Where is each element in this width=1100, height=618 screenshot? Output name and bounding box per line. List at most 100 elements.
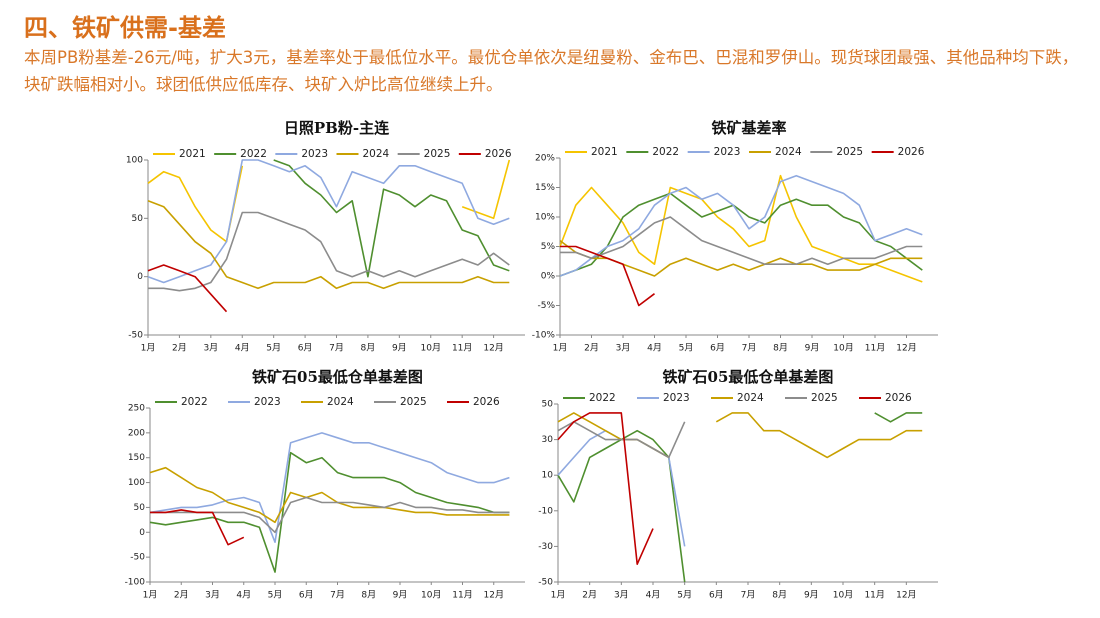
legend-label: 2026 xyxy=(898,146,925,158)
x-tick-label: 8月 xyxy=(361,343,376,354)
x-tick-label: 2月 xyxy=(582,590,597,601)
x-tick-label: 7月 xyxy=(329,343,344,354)
x-tick-label: 11月 xyxy=(864,590,884,601)
x-tick-label: 6月 xyxy=(710,343,725,354)
x-tick-label: 12月 xyxy=(483,343,503,354)
series-line xyxy=(557,412,670,459)
x-tick-label: 12月 xyxy=(896,590,916,601)
y-tick-label: 0 xyxy=(139,528,145,538)
x-tick-label: 6月 xyxy=(709,590,724,601)
x-tick-label: 4月 xyxy=(646,590,661,601)
series-line xyxy=(147,159,510,284)
y-tick-label: 50 xyxy=(132,214,144,224)
chart-title: 铁矿石05最低仓单基差图 xyxy=(663,368,834,386)
legend-label: 2022 xyxy=(589,392,616,404)
x-tick-label: 2月 xyxy=(174,590,189,601)
y-tick-label: 30 xyxy=(542,435,554,445)
x-tick-label: 6月 xyxy=(299,590,314,601)
y-tick-label: -10% xyxy=(532,331,556,341)
x-tick-label: 1月 xyxy=(551,590,566,601)
y-tick-label: 5% xyxy=(541,242,556,252)
x-tick-label: 8月 xyxy=(361,590,376,601)
y-tick-label: 100 xyxy=(126,156,143,166)
series-line xyxy=(148,211,510,292)
legend-label: 2021 xyxy=(179,148,206,160)
x-tick-label: 12月 xyxy=(896,343,916,354)
series-line xyxy=(560,216,923,265)
x-tick-label: 6月 xyxy=(298,343,313,354)
x-tick-label: 5月 xyxy=(268,590,283,601)
x-tick-label: 3月 xyxy=(205,590,220,601)
legend-label: 2026 xyxy=(485,148,512,160)
x-tick-label: 3月 xyxy=(616,343,631,354)
y-tick-label: 50 xyxy=(542,400,554,410)
y-tick-label: 200 xyxy=(128,428,145,438)
series-line xyxy=(557,421,686,459)
x-tick-label: 11月 xyxy=(452,590,472,601)
chart-title: 铁矿石05最低仓单基差图 xyxy=(252,368,423,386)
y-tick-label: 0 xyxy=(137,272,143,282)
legend-label: 2023 xyxy=(663,392,690,404)
legend-label: 2025 xyxy=(400,396,427,408)
x-tick-label: 10月 xyxy=(421,590,441,601)
y-tick-label: -50 xyxy=(128,331,143,341)
legend-label: 2024 xyxy=(775,146,802,158)
x-tick-label: 3月 xyxy=(614,590,629,601)
x-tick-label: 10月 xyxy=(421,343,441,354)
series-line xyxy=(147,200,510,290)
x-tick-label: 4月 xyxy=(235,343,250,354)
slide-text: 本周PB粉基差-26元/吨，扩大3元，基差率处于最低位水平。最优仓单依次是纽曼粉… xyxy=(24,48,1079,94)
x-tick-label: 7月 xyxy=(741,590,756,601)
x-tick-label: 8月 xyxy=(772,590,787,601)
series-line xyxy=(557,429,686,547)
y-tick-label: 20% xyxy=(535,154,555,164)
series-line xyxy=(715,412,923,459)
y-tick-label: 10% xyxy=(535,213,555,223)
series-line xyxy=(147,264,228,313)
x-tick-label: 5月 xyxy=(679,343,694,354)
series-line xyxy=(150,509,245,546)
legend-label: 2026 xyxy=(885,392,912,404)
x-tick-label: 8月 xyxy=(773,343,788,354)
series-line xyxy=(559,174,923,283)
x-tick-label: 4月 xyxy=(236,590,251,601)
series-line xyxy=(273,159,510,278)
x-tick-label: 1月 xyxy=(553,343,568,354)
series-line xyxy=(149,432,510,543)
y-tick-label: 50 xyxy=(134,503,146,513)
x-tick-label: 1月 xyxy=(141,343,156,354)
x-tick-label: 10月 xyxy=(833,590,853,601)
x-tick-label: 10月 xyxy=(833,343,853,354)
x-tick-label: 2月 xyxy=(172,343,187,354)
x-tick-label: 3月 xyxy=(203,343,218,354)
legend-label: 2022 xyxy=(181,396,208,408)
y-tick-label: 250 xyxy=(128,404,145,414)
legend-label: 2025 xyxy=(424,148,451,160)
series-line xyxy=(559,192,923,277)
x-tick-label: 2月 xyxy=(584,343,599,354)
legend-label: 2021 xyxy=(591,146,618,158)
legend-label: 2025 xyxy=(811,392,838,404)
legend-label: 2026 xyxy=(473,396,500,408)
y-tick-label: 10 xyxy=(542,471,554,481)
x-tick-label: 9月 xyxy=(805,343,820,354)
series-line xyxy=(149,466,510,524)
y-tick-label: -5% xyxy=(537,301,555,311)
series-line xyxy=(461,159,511,220)
y-tick-label: -50 xyxy=(130,553,145,563)
legend-label: 2023 xyxy=(254,396,281,408)
chart-title: 日照PB粉-主连 xyxy=(284,119,390,137)
legend-label: 2024 xyxy=(363,148,390,160)
legend-label: 2023 xyxy=(714,146,741,158)
x-tick-label: 9月 xyxy=(804,590,819,601)
series-line xyxy=(557,412,654,565)
x-tick-label: 9月 xyxy=(393,590,408,601)
series-line xyxy=(149,451,510,573)
legend-label: 2023 xyxy=(301,148,328,160)
x-tick-label: 11月 xyxy=(452,343,472,354)
legend-label: 2024 xyxy=(737,392,764,404)
x-tick-label: 1月 xyxy=(143,590,158,601)
x-tick-label: 12月 xyxy=(484,590,504,601)
series-line xyxy=(560,245,655,307)
